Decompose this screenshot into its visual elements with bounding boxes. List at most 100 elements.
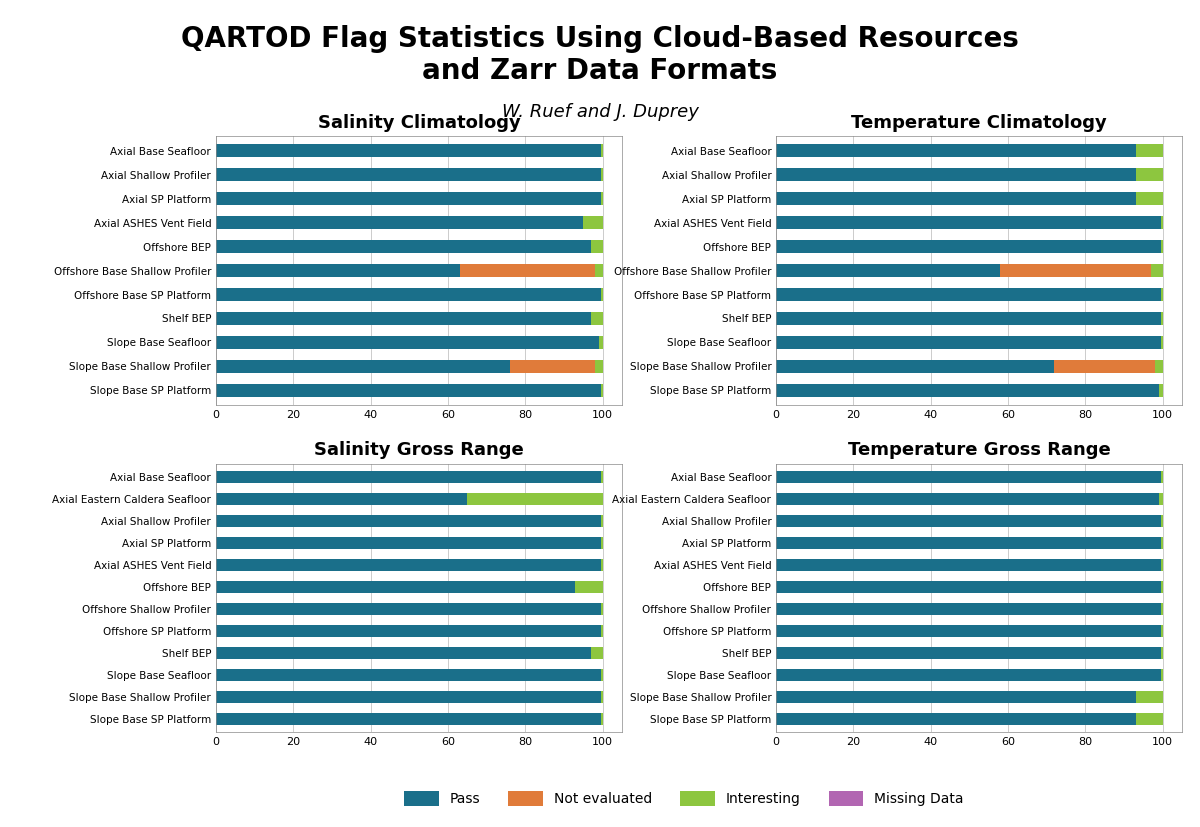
Bar xyxy=(776,216,1160,229)
Bar xyxy=(590,312,602,325)
Title: Salinity Climatology: Salinity Climatology xyxy=(318,114,521,132)
Bar xyxy=(601,691,602,703)
Bar xyxy=(1160,559,1163,571)
Bar xyxy=(216,384,601,397)
Bar xyxy=(776,603,1160,614)
Bar xyxy=(216,471,601,483)
Bar xyxy=(776,336,1160,349)
Bar xyxy=(1151,264,1163,277)
Bar xyxy=(601,669,602,681)
Bar xyxy=(776,713,1135,724)
Bar xyxy=(1055,360,1154,373)
Bar xyxy=(776,144,1135,157)
Bar xyxy=(1160,669,1163,681)
Bar xyxy=(216,537,601,549)
Bar xyxy=(601,559,602,571)
Bar xyxy=(1135,144,1163,157)
Bar xyxy=(1160,624,1163,637)
Bar xyxy=(216,624,601,637)
Bar xyxy=(576,581,602,593)
Bar xyxy=(216,144,601,157)
Bar xyxy=(776,240,1160,253)
Bar xyxy=(583,216,602,229)
Bar xyxy=(467,493,602,505)
Bar xyxy=(216,216,583,229)
Bar xyxy=(1160,537,1163,549)
Bar xyxy=(776,647,1160,659)
Bar xyxy=(601,168,602,181)
Bar xyxy=(776,264,1001,277)
Bar xyxy=(776,514,1160,527)
Bar xyxy=(216,336,599,349)
Bar xyxy=(1160,514,1163,527)
Bar xyxy=(216,647,590,659)
Text: QARTOD Flag Statistics Using Cloud-Based Resources
and Zarr Data Formats: QARTOD Flag Statistics Using Cloud-Based… xyxy=(181,25,1019,85)
Bar xyxy=(216,264,460,277)
Bar xyxy=(216,168,601,181)
Bar xyxy=(216,240,590,253)
Bar xyxy=(595,264,602,277)
Bar xyxy=(1135,168,1163,181)
Bar xyxy=(216,581,576,593)
Bar xyxy=(1160,288,1163,301)
Bar xyxy=(216,713,601,724)
Bar xyxy=(601,192,602,205)
Bar xyxy=(776,624,1160,637)
Bar xyxy=(1154,360,1163,373)
Bar xyxy=(601,288,602,301)
Bar xyxy=(1160,240,1163,253)
Bar xyxy=(1160,216,1163,229)
Bar xyxy=(1135,713,1163,724)
Title: Salinity Gross Range: Salinity Gross Range xyxy=(314,442,524,459)
Bar xyxy=(510,360,595,373)
Bar xyxy=(776,669,1160,681)
Title: Temperature Gross Range: Temperature Gross Range xyxy=(847,442,1110,459)
Bar xyxy=(601,514,602,527)
Bar xyxy=(601,384,602,397)
Text: W. Ruef and J. Duprey: W. Ruef and J. Duprey xyxy=(502,103,698,122)
Legend: Pass, Not evaluated, Interesting, Missing Data: Pass, Not evaluated, Interesting, Missin… xyxy=(398,786,970,812)
Bar xyxy=(1160,603,1163,614)
Bar xyxy=(590,240,602,253)
Bar xyxy=(216,288,601,301)
Bar xyxy=(595,360,602,373)
Bar xyxy=(776,384,1159,397)
Bar xyxy=(460,264,595,277)
Bar xyxy=(216,691,601,703)
Bar xyxy=(216,514,601,527)
Bar xyxy=(601,144,602,157)
Bar xyxy=(1135,192,1163,205)
Bar xyxy=(1160,581,1163,593)
Bar xyxy=(601,624,602,637)
Bar xyxy=(776,537,1160,549)
Bar xyxy=(1160,647,1163,659)
Bar xyxy=(776,192,1135,205)
Bar xyxy=(601,471,602,483)
Bar xyxy=(1160,471,1163,483)
Bar xyxy=(601,713,602,724)
Bar xyxy=(1159,384,1163,397)
Bar xyxy=(776,581,1160,593)
Bar xyxy=(776,168,1135,181)
Bar xyxy=(216,192,601,205)
Bar xyxy=(776,493,1159,505)
Bar xyxy=(590,647,602,659)
Bar xyxy=(776,360,1055,373)
Bar xyxy=(601,537,602,549)
Bar xyxy=(601,603,602,614)
Bar xyxy=(1001,264,1151,277)
Bar xyxy=(1159,493,1163,505)
Bar xyxy=(776,288,1160,301)
Bar xyxy=(216,603,601,614)
Bar xyxy=(776,471,1160,483)
Bar xyxy=(216,493,467,505)
Bar xyxy=(776,312,1160,325)
Bar xyxy=(1135,691,1163,703)
Bar xyxy=(216,360,510,373)
Bar xyxy=(216,312,590,325)
Bar xyxy=(599,336,602,349)
Bar xyxy=(1160,336,1163,349)
Bar xyxy=(216,669,601,681)
Bar xyxy=(776,559,1160,571)
Bar xyxy=(216,559,601,571)
